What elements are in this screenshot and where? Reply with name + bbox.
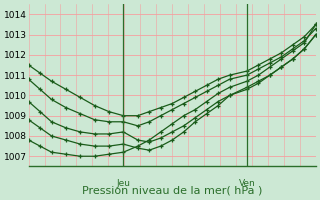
Text: Ven: Ven	[238, 179, 255, 188]
Text: Jeu: Jeu	[116, 179, 130, 188]
X-axis label: Pression niveau de la mer( hPa ): Pression niveau de la mer( hPa )	[82, 186, 262, 196]
